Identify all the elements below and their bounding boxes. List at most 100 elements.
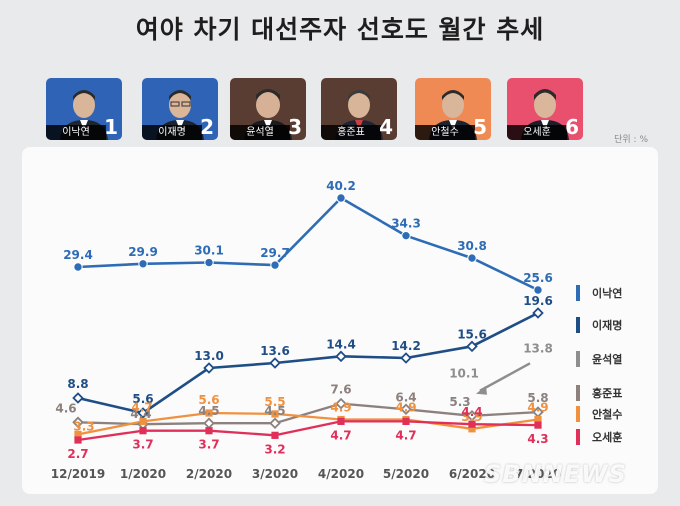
candidate-card: 윤석열 3 [230, 78, 306, 140]
data-label-s5-2: 4.7 [131, 400, 152, 414]
candidate-name: 오세훈 [507, 125, 567, 140]
data-label-s6-7: 4.4 [461, 405, 482, 419]
legend-label-3: 윤석열 [592, 352, 622, 366]
data-label-s6-6: 4.7 [395, 428, 416, 442]
data-label-s2-3: 13.0 [194, 349, 224, 363]
candidate-name: 안철수 [415, 125, 475, 140]
data-label-s5-5: 4.9 [330, 401, 351, 415]
candidate-name: 홍준표 [321, 125, 381, 140]
data-point-s1-2 [138, 259, 148, 269]
candidate-card: 오세훈 6 [507, 78, 583, 140]
data-point-s5-4 [271, 410, 279, 418]
x-tick-label: 6/2020 [449, 467, 495, 481]
data-point-s1-7 [467, 253, 477, 263]
data-point-s1-5 [336, 193, 346, 203]
legend-swatch-3 [576, 351, 580, 367]
data-point-s1-1 [73, 262, 83, 272]
data-point-s4-4 [269, 417, 281, 430]
data-point-s2-3 [203, 362, 215, 374]
data-label-s2-2: 5.6 [132, 392, 153, 406]
data-point-s4-7 [466, 410, 478, 422]
data-label-s1-4: 29.7 [260, 246, 290, 260]
data-label-s4-8: 5.8 [527, 391, 548, 405]
data-label-s3-8: 13.8 [523, 341, 553, 355]
x-tick-label: 1/2020 [120, 467, 166, 481]
data-label-s2-5: 14.4 [326, 337, 356, 351]
data-point-s5-2 [139, 417, 147, 425]
data-label-s1-5: 40.2 [326, 179, 356, 193]
series-line-1 [77, 196, 539, 292]
data-label-s6-3: 3.7 [198, 438, 219, 452]
data-label-s6-2: 3.7 [132, 438, 153, 452]
data-point-s6-7 [468, 420, 476, 428]
candidate-card: 이낙연 1 [46, 78, 122, 140]
data-point-s2-4 [269, 357, 281, 369]
candidate-card: 안철수 5 [415, 78, 491, 140]
data-point-s2-6 [400, 352, 412, 364]
legend-swatch-4 [576, 385, 580, 401]
legend-swatch-6 [576, 429, 580, 445]
data-point-s6-3 [205, 427, 213, 435]
data-point-s6-4 [271, 431, 279, 439]
trend-arrowhead [476, 385, 487, 395]
data-point-s6-8 [534, 421, 542, 429]
candidate-name: 이낙연 [46, 125, 106, 140]
data-label-s1-6: 34.3 [391, 217, 421, 231]
data-label-s4-4: 4.5 [264, 404, 285, 418]
data-point-s1-4 [270, 260, 280, 270]
data-label-s1-8: 25.6 [523, 271, 553, 285]
data-label-s4-5: 7.6 [330, 383, 351, 397]
data-point-s1-6 [401, 230, 411, 241]
candidate-number: 3 [288, 115, 302, 139]
candidate-card: 홍준표 4 [321, 78, 397, 140]
data-point-s1-3 [204, 257, 214, 268]
data-label-s2-6: 14.2 [391, 339, 421, 353]
data-point-s5-7 [468, 425, 476, 433]
legend-label-2: 이재명 [592, 318, 622, 332]
x-tick-label: 12/2019 [51, 467, 105, 481]
data-label-s5-1: 3.3 [73, 419, 94, 433]
data-label-s1-7: 30.8 [457, 239, 487, 253]
candidate-cards: 이낙연 1 이재명 2 윤석열 3 홍준표 4 안철수 5 오세훈 6 [0, 78, 680, 140]
data-label-s4-7: 5.3 [449, 395, 470, 409]
data-point-s4-3 [203, 417, 215, 430]
series-line-5 [77, 411, 539, 436]
legend-swatch-2 [576, 317, 580, 333]
data-label-s4-2: 4.4 [130, 407, 151, 421]
data-point-s5-1 [74, 430, 82, 439]
candidate-name: 이재명 [142, 125, 202, 140]
legend-label-1: 이낙연 [592, 286, 622, 300]
data-point-s4-1 [72, 416, 84, 429]
data-label-s5-3: 5.6 [198, 393, 219, 407]
candidate-number: 6 [565, 115, 579, 139]
data-label-s3-7: 10.1 [449, 367, 479, 381]
data-point-s4-5 [335, 397, 347, 410]
series-line-6 [77, 420, 539, 442]
data-point-s6-5 [337, 417, 345, 425]
data-label-s1-2: 29.9 [128, 245, 158, 259]
candidate-name: 윤석열 [230, 125, 290, 140]
page-title: 여야 차기 대선주자 선호도 월간 추세 [135, 15, 545, 44]
candidate-number: 4 [379, 115, 393, 139]
x-tick-label: 5/2020 [383, 467, 429, 481]
data-point-s2-2 [137, 407, 149, 419]
legend-swatch-5 [576, 406, 580, 422]
data-label-s5-4: 5.5 [264, 395, 285, 409]
legend-label-4: 홍준표 [592, 386, 622, 400]
data-point-s1-8 [533, 285, 543, 295]
data-label-s4-6: 6.4 [395, 390, 416, 404]
data-point-s2-1 [72, 392, 84, 404]
data-label-s2-7: 15.6 [457, 327, 487, 341]
data-label-s6-5: 4.7 [330, 428, 351, 442]
data-point-s4-6 [400, 403, 412, 416]
legend-label-5: 안철수 [592, 407, 622, 421]
data-point-s2-5 [335, 350, 347, 363]
candidate-number: 1 [104, 115, 118, 139]
data-label-s5-8: 4.9 [527, 401, 548, 415]
x-tick-label: 3/2020 [252, 467, 298, 481]
legend-label-6: 오세훈 [592, 430, 622, 444]
candidate-number: 5 [473, 115, 487, 139]
data-label-s5-6: 4.9 [395, 401, 416, 415]
data-point-s5-8 [534, 415, 542, 424]
